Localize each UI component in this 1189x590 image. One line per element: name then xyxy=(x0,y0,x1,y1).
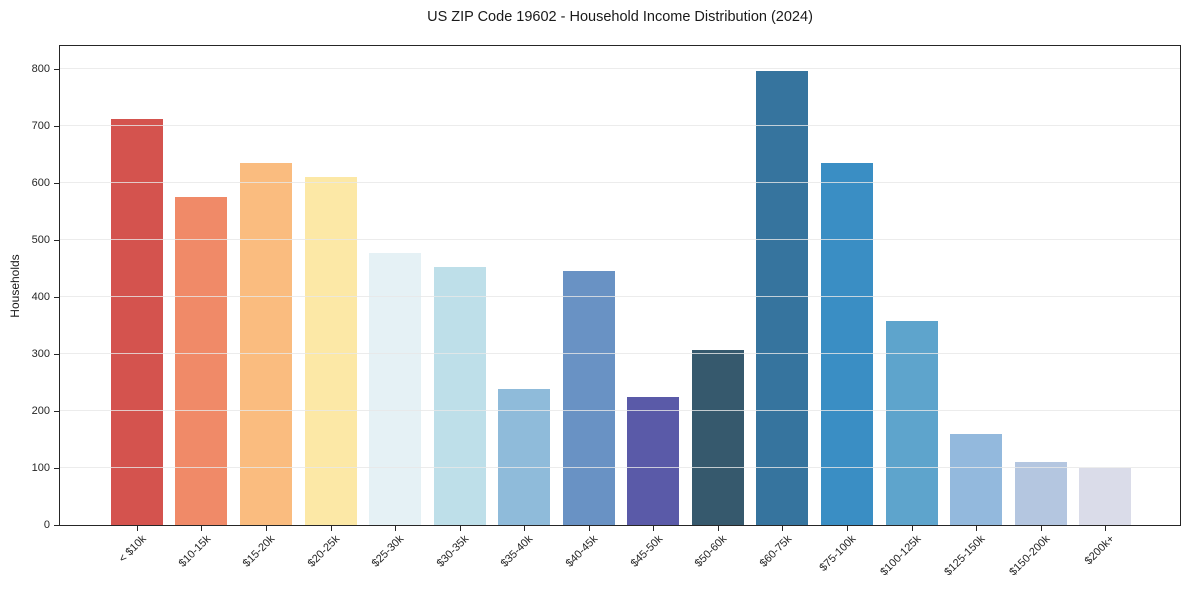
x-tick-mark xyxy=(266,526,267,531)
y-tick-mark xyxy=(54,525,59,526)
x-tick-mark xyxy=(1040,526,1042,531)
bar xyxy=(110,119,163,525)
bar xyxy=(950,433,1003,525)
x-tick-label: $25-30k xyxy=(369,533,407,570)
x-tick-mark xyxy=(201,526,203,531)
x-tick-mark xyxy=(717,526,719,531)
x-tick-mark xyxy=(459,526,461,531)
x-tick-mark xyxy=(136,526,138,531)
y-tick-mark xyxy=(54,68,59,70)
x-tick-label: $60-75k xyxy=(757,533,794,570)
chart-title: US ZIP Code 19602 - Household Income Dis… xyxy=(427,9,813,25)
x-tick-mark xyxy=(1105,526,1107,531)
bar xyxy=(562,271,615,525)
x-tick-label: $30-35k xyxy=(434,533,472,570)
bar xyxy=(498,389,551,525)
gridline xyxy=(60,182,1180,184)
y-tick-label: 300 xyxy=(31,347,50,360)
x-tick-label: $150-200k xyxy=(1006,533,1053,579)
x-tick-label: $10-15k xyxy=(176,533,213,570)
bar xyxy=(1079,467,1132,525)
bar xyxy=(433,266,486,525)
y-tick-mark xyxy=(54,239,59,241)
y-tick-label: 700 xyxy=(31,119,50,132)
x-tick-mark xyxy=(588,526,590,531)
x-tick-mark xyxy=(911,526,913,531)
x-tick-label: $35-40k xyxy=(499,533,536,570)
gridline xyxy=(60,353,1180,355)
plot-area xyxy=(59,45,1181,526)
y-tick-label: 400 xyxy=(31,290,50,303)
x-tick-label: < $10k xyxy=(116,533,149,566)
x-tick-mark xyxy=(846,526,848,531)
x-tick-mark xyxy=(524,526,526,531)
x-tick-label: $20-25k xyxy=(305,533,343,570)
bar xyxy=(240,162,292,525)
bar xyxy=(756,70,809,525)
bar xyxy=(820,162,873,525)
y-axis-label: Households xyxy=(8,254,22,318)
y-tick-label: 500 xyxy=(31,233,50,246)
y-tick-label: 800 xyxy=(31,62,50,75)
x-tick-label: $200k+ xyxy=(1082,533,1117,568)
x-tick-label: $100-125k xyxy=(877,533,923,579)
x-tick-mark xyxy=(330,526,332,531)
x-tick-label: $15-20k xyxy=(240,533,278,570)
x-tick-label: $45-50k xyxy=(628,533,665,570)
y-tick-label: 600 xyxy=(31,176,50,189)
x-tick-label: $75-100k xyxy=(817,533,859,574)
bar xyxy=(691,349,744,525)
bar xyxy=(627,397,680,525)
gridline xyxy=(60,467,1180,469)
bar xyxy=(1014,461,1067,525)
y-tick-mark xyxy=(54,296,59,298)
x-tick-mark xyxy=(782,526,784,531)
x-tick-mark xyxy=(395,526,397,531)
y-tick-mark xyxy=(54,125,59,127)
bar xyxy=(369,253,422,525)
gridline xyxy=(60,239,1180,241)
x-tick-label: $50-60k xyxy=(692,533,730,570)
bar xyxy=(885,320,938,525)
y-tick-mark xyxy=(54,353,59,355)
gridline xyxy=(60,68,1180,70)
gridline xyxy=(60,410,1180,412)
gridline xyxy=(60,125,1180,127)
x-tick-mark xyxy=(976,526,978,531)
x-tick-label: $40-45k xyxy=(563,533,601,570)
x-tick-mark xyxy=(653,526,655,531)
x-tick-label: $125-150k xyxy=(942,533,988,579)
bar xyxy=(304,177,357,525)
y-tick-mark xyxy=(54,182,59,184)
y-tick-mark xyxy=(54,410,59,412)
gridline xyxy=(60,296,1180,298)
y-tick-label: 200 xyxy=(31,404,50,417)
bar xyxy=(175,197,228,525)
y-tick-label: 0 xyxy=(43,519,50,531)
y-tick-label: 100 xyxy=(31,461,50,474)
y-tick-mark xyxy=(54,467,59,469)
